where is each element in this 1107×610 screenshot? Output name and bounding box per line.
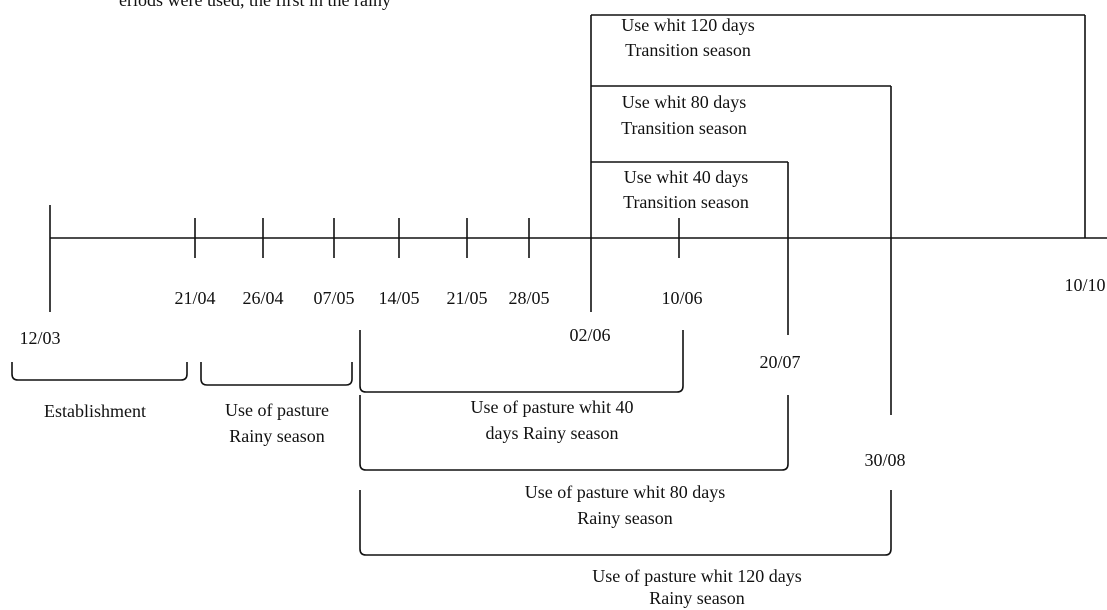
phase-label: Use of pasture whit 40 xyxy=(471,397,634,417)
date-label: 10/10 xyxy=(1064,275,1105,295)
date-label: 10/06 xyxy=(661,288,702,308)
date-label: 12/03 xyxy=(19,328,60,348)
date-label: 14/05 xyxy=(378,288,419,308)
period-label: Transition season xyxy=(623,192,749,212)
date-label: 26/04 xyxy=(242,288,283,308)
period-label: Use whit 120 days xyxy=(621,15,755,35)
date-label: 21/04 xyxy=(174,288,215,308)
timeline-lines xyxy=(49,14,1107,415)
date-label: 07/05 xyxy=(313,288,354,308)
brackets xyxy=(11,330,892,556)
period-label: Use whit 40 days xyxy=(624,167,749,187)
header-text: eriods were used, the first in the rainy xyxy=(119,0,391,10)
date-label: 21/05 xyxy=(446,288,487,308)
phase-label: Rainy season xyxy=(229,426,324,446)
phase-label: Establishment xyxy=(44,401,146,421)
phase-label: days Rainy season xyxy=(486,423,619,443)
phase-label: Rainy season xyxy=(577,508,672,528)
phase-label: Rainy season xyxy=(649,588,744,608)
period-label: Transition season xyxy=(625,40,751,60)
date-label: 02/06 xyxy=(569,325,610,345)
date-label: 20/07 xyxy=(759,352,800,372)
period-label: Transition season xyxy=(621,118,747,138)
date-label: 30/08 xyxy=(864,450,905,470)
phase-label: Use of pasture whit 120 days xyxy=(592,566,801,586)
date-label: 28/05 xyxy=(508,288,549,308)
phase-label: Use of pasture xyxy=(225,400,329,420)
phase-label: Use of pasture whit 80 days xyxy=(525,482,725,502)
period-label: Use whit 80 days xyxy=(622,92,747,112)
